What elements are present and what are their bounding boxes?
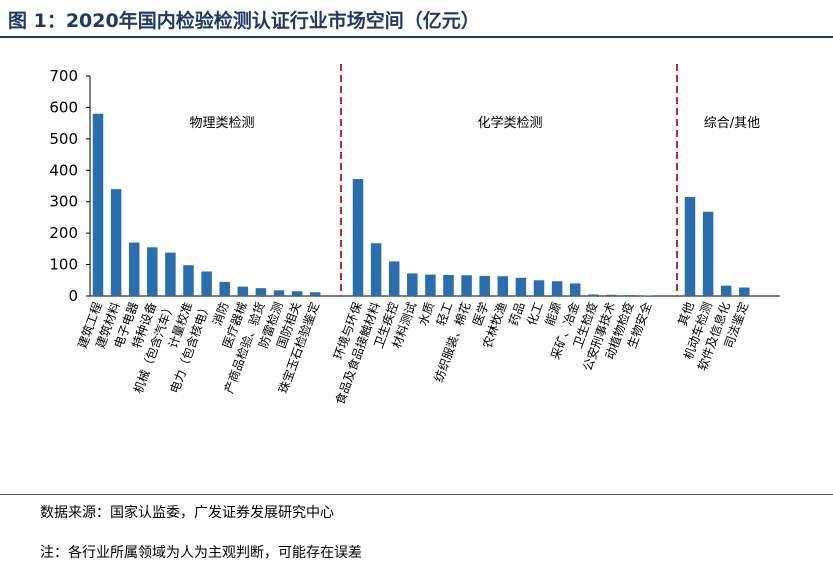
bar [291,291,303,296]
bar [425,274,436,296]
bar [606,294,617,296]
group-label: 化学类检测 [477,115,542,131]
group-label: 综合/其他 [704,116,760,131]
y-tick-label: 400 [49,161,78,179]
chart-title: 图 1：2020年国内检验检测认证行业市场空间（亿元） [8,10,480,32]
group-labels: 物理类检测 化学类检测 综合/其他 [189,115,760,131]
bar [588,294,599,296]
bar [219,281,230,296]
bar [515,277,527,296]
bar [569,283,581,296]
bar [497,276,509,296]
bar [352,179,364,296]
bar [255,288,267,296]
bar [147,247,158,296]
bar [201,271,212,296]
bar [720,285,732,296]
y-tick-label: 600 [49,98,78,116]
bar [237,286,249,296]
bar [128,242,140,296]
bar [702,211,714,296]
bar [684,197,696,296]
y-tick-label: 100 [49,256,78,274]
footer-rule [0,494,833,495]
group-label: 物理类检测 [189,116,254,131]
bar [461,275,472,296]
bar [624,295,635,296]
y-tick-label: 300 [49,193,78,211]
bar [273,290,285,296]
bar [533,280,545,296]
bars-layer [92,113,750,296]
category-labels: 建筑工程建筑材料电子电器特种设备机械（包含汽车）计量校准电力（包含核电）消防医疗… [74,300,751,407]
bar [739,287,750,296]
bar-chart: 0 100 200 300 400 500 600 700 建筑工程建筑材料电子电器特种设备机… [49,64,780,407]
y-axis: 0 100 200 300 400 500 600 700 [49,67,780,305]
bar [110,189,122,296]
y-tick-label: 500 [49,130,78,148]
footnote: 注：各行业所属领域为人为主观判断，可能存在误差 [40,545,362,561]
group-dividers [340,64,678,296]
title-rule [0,36,833,38]
source-note: 数据来源：国家认监委，广发证券发展研究中心 [40,505,334,521]
y-tick-label: 200 [49,224,78,242]
bar [551,281,563,296]
bar [407,273,418,296]
bar [479,275,490,296]
bar [92,113,104,296]
y-tick-label: 700 [49,67,78,85]
bar [388,261,400,296]
bar [443,274,454,296]
y-tick-label: 0 [68,287,78,305]
bar [309,292,321,296]
bar [165,252,176,296]
bar [370,243,382,296]
bar [642,295,653,296]
bar [183,265,194,296]
